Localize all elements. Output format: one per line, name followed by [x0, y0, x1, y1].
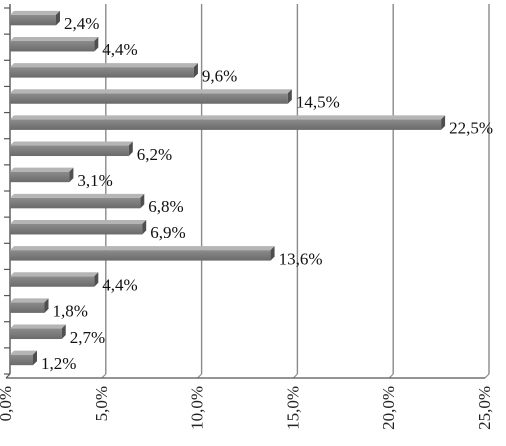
bar-top	[10, 219, 147, 224]
data-label: 3,1%	[77, 171, 112, 190]
x-tick-labels: 0,0% 5,0% 10,0% 15,0% 20,0% 25,0%	[0, 386, 494, 430]
data-label: 9,6%	[202, 66, 237, 85]
bar	[10, 272, 99, 287]
bar-front	[10, 145, 129, 157]
bar-top	[10, 89, 292, 94]
bar-top	[10, 324, 66, 329]
bar	[10, 167, 74, 183]
gridlines	[101, 4, 490, 379]
bar-end	[441, 115, 446, 130]
bar-end	[44, 298, 49, 313]
bar	[10, 10, 60, 26]
data-label: 6,9%	[150, 223, 185, 242]
bar-end	[55, 10, 60, 26]
bar-top	[10, 272, 99, 277]
x-tick-label: 25,0%	[475, 386, 494, 430]
gridline-foot	[484, 373, 490, 379]
bar	[10, 115, 446, 130]
bar-end	[69, 167, 74, 183]
bar-front	[10, 276, 95, 287]
data-label: 1,2%	[41, 354, 76, 373]
bars	[10, 10, 446, 366]
y-axis	[4, 4, 485, 379]
data-label: 1,8%	[52, 302, 87, 321]
bar-end	[61, 324, 66, 340]
data-label: 14,5%	[296, 93, 340, 112]
x-tick-label: 5,0%	[92, 386, 111, 421]
bar-end	[94, 36, 99, 52]
x-tick-label: 10,0%	[188, 386, 207, 430]
bar-end	[128, 141, 133, 157]
bar	[10, 219, 147, 235]
data-label: 4,4%	[102, 40, 137, 59]
gridline-foot	[292, 373, 298, 379]
data-label: 2,7%	[70, 328, 105, 347]
bar-end	[193, 63, 198, 78]
axis-corner	[5, 373, 11, 379]
bar-front	[10, 250, 271, 261]
data-label: 6,2%	[137, 145, 172, 164]
bar-front	[10, 40, 95, 52]
bar	[10, 246, 275, 261]
bar	[10, 36, 99, 52]
data-label: 2,4%	[64, 14, 99, 33]
data-label: 22,5%	[449, 119, 493, 138]
bar-front	[10, 14, 56, 26]
x-tick-label: 0,0%	[0, 386, 15, 421]
bar	[10, 298, 49, 313]
data-label: 4,4%	[102, 276, 137, 295]
bar-front	[10, 328, 62, 340]
bar-top	[10, 115, 446, 120]
data-label: 13,6%	[279, 249, 323, 268]
bar-end	[32, 350, 37, 366]
x-tick-label: 20,0%	[379, 386, 398, 430]
x-tick-label: 15,0%	[283, 386, 302, 430]
bar-front	[10, 354, 33, 366]
bar-end	[94, 272, 99, 287]
bar-front	[10, 197, 141, 209]
bar-top	[10, 350, 37, 355]
bar-top	[10, 193, 145, 198]
bar-front	[10, 171, 70, 183]
bar-top	[10, 246, 275, 251]
bar-front	[10, 67, 194, 78]
bar-top	[10, 10, 60, 15]
bar-end	[270, 246, 275, 261]
bar-top	[10, 167, 74, 172]
bar	[10, 324, 66, 340]
bar-top	[10, 36, 99, 41]
bar	[10, 141, 133, 157]
bar	[10, 350, 37, 366]
bar-top	[10, 141, 133, 146]
data-labels: 2,4%4,4%9,6%14,5%22,5%6,2%3,1%6,8%6,9%13…	[41, 14, 493, 373]
bar	[10, 89, 292, 104]
bar-front	[10, 119, 442, 130]
bar	[10, 193, 145, 209]
gridline-foot	[388, 373, 394, 379]
bar-end	[142, 219, 147, 235]
gridline-foot	[197, 373, 203, 379]
bar-end	[140, 193, 145, 209]
bar-front	[10, 223, 143, 235]
bar	[10, 63, 198, 78]
gridline-foot	[101, 373, 107, 379]
bar-front	[10, 93, 288, 104]
bar-end	[287, 89, 292, 104]
bar-top	[10, 298, 49, 303]
bar-top	[10, 63, 198, 68]
data-label: 6,8%	[148, 197, 183, 216]
bar-front	[10, 302, 45, 313]
